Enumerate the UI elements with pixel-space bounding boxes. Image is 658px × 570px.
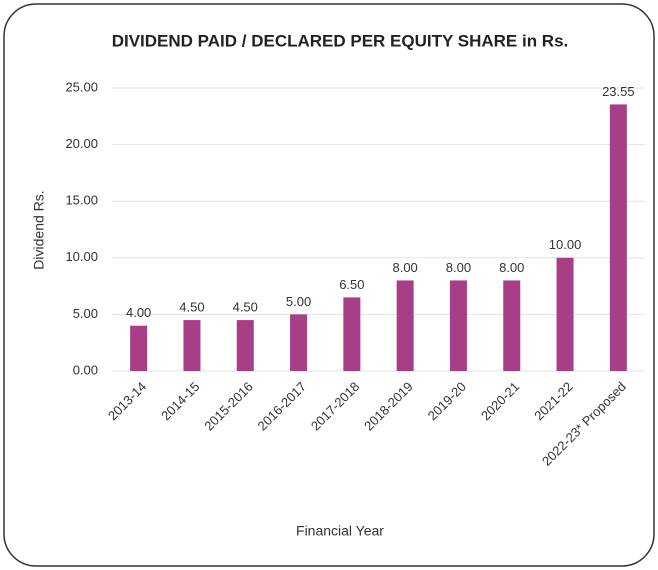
y-tick-label: 25.00 [65, 79, 98, 94]
bar [396, 280, 414, 371]
bar [503, 280, 521, 371]
value-label: 8.00 [446, 260, 471, 275]
bar [556, 257, 574, 371]
value-label: 4.50 [179, 299, 204, 314]
value-label: 8.00 [499, 260, 524, 275]
y-axis-label: Dividend Rs. [31, 190, 47, 269]
y-tick-label: 15.00 [65, 193, 98, 208]
x-axis-label: Financial Year [296, 523, 384, 539]
y-tick-label: 20.00 [65, 136, 98, 151]
bar [130, 325, 148, 371]
bar [343, 297, 361, 371]
bar [449, 280, 467, 371]
value-label: 8.00 [392, 260, 417, 275]
chart-title: DIVIDEND PAID / DECLARED PER EQUITY SHAR… [112, 31, 569, 50]
value-label: 10.00 [549, 237, 582, 252]
bar [609, 104, 627, 371]
value-label: 4.00 [126, 305, 151, 320]
y-tick-label: 5.00 [73, 306, 98, 321]
bar [290, 314, 308, 371]
bar [183, 320, 201, 371]
value-label: 4.50 [233, 299, 258, 314]
value-label: 6.50 [339, 277, 364, 292]
y-tick-label: 0.00 [73, 362, 98, 377]
value-label: 5.00 [286, 294, 311, 309]
y-tick-label: 10.00 [65, 249, 98, 264]
bar [236, 320, 254, 371]
value-label: 23.55 [602, 84, 635, 99]
